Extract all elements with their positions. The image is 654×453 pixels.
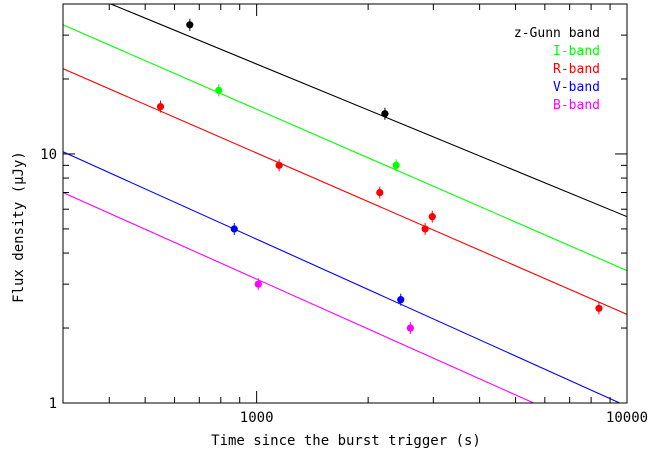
fit-line <box>63 192 536 403</box>
data-point <box>376 188 384 197</box>
data-point <box>215 86 223 94</box>
plot-area <box>63 4 627 403</box>
data-point <box>381 110 389 118</box>
y-tick-label: 1 <box>49 396 57 412</box>
data-point <box>428 213 436 221</box>
data-point <box>275 161 283 169</box>
data-point <box>397 296 405 304</box>
legend-entry: B-band <box>553 98 600 113</box>
x-axis-label: Time since the burst trigger (s) <box>211 433 481 449</box>
fit-line <box>63 151 622 403</box>
legend-entry: R-band <box>553 62 600 77</box>
legend-entry: I-band <box>553 44 600 59</box>
data-point <box>254 280 262 288</box>
plot-frame <box>62 3 628 404</box>
data-point <box>595 304 603 312</box>
data-point <box>230 225 238 233</box>
data-point <box>406 324 414 332</box>
y-tick-label: 10 <box>40 147 57 163</box>
x-tick-label: 1000 <box>240 410 274 426</box>
x-tick-label: 10000 <box>606 410 648 426</box>
data-point <box>421 225 429 233</box>
legend-entry: V-band <box>553 80 600 95</box>
data-point <box>392 161 400 169</box>
data-point <box>156 102 165 111</box>
data-point <box>186 21 194 29</box>
y-axis-label: Flux density (μJy) <box>11 151 27 303</box>
legend-entry: z-Gunn band <box>514 26 600 41</box>
legend: z-Gunn band I-band R-band V-band B-band <box>514 26 600 113</box>
fit-line <box>63 24 627 272</box>
fit-line <box>63 68 627 315</box>
axes: 1000 10000 1 10 <box>40 3 648 426</box>
fit-line <box>109 4 627 218</box>
